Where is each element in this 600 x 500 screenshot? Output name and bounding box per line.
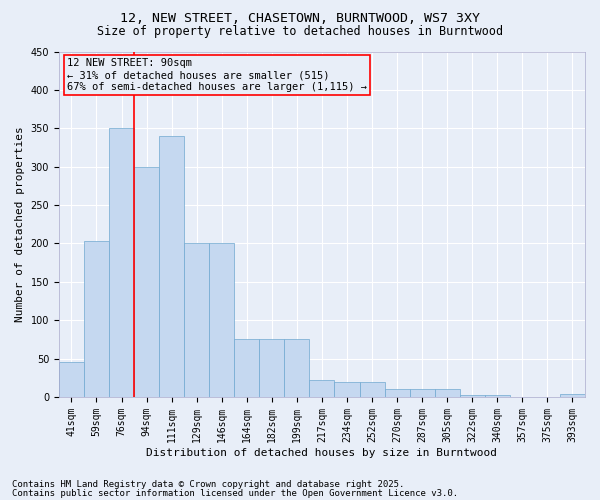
Bar — [184, 244, 209, 397]
Text: Size of property relative to detached houses in Burntwood: Size of property relative to detached ho… — [97, 25, 503, 38]
Text: 12, NEW STREET, CHASETOWN, BURNTWOOD, WS7 3XY: 12, NEW STREET, CHASETOWN, BURNTWOOD, WS… — [120, 12, 480, 26]
Bar — [560, 394, 585, 397]
Bar — [134, 166, 159, 397]
X-axis label: Distribution of detached houses by size in Burntwood: Distribution of detached houses by size … — [146, 448, 497, 458]
Y-axis label: Number of detached properties: Number of detached properties — [15, 126, 25, 322]
Bar — [410, 390, 434, 397]
Bar — [109, 128, 134, 397]
Bar — [460, 394, 485, 397]
Bar — [284, 340, 310, 397]
Bar — [234, 340, 259, 397]
Text: Contains public sector information licensed under the Open Government Licence v3: Contains public sector information licen… — [12, 489, 458, 498]
Text: Contains HM Land Registry data © Crown copyright and database right 2025.: Contains HM Land Registry data © Crown c… — [12, 480, 404, 489]
Bar — [334, 382, 359, 397]
Bar — [84, 241, 109, 397]
Bar — [385, 390, 410, 397]
Bar — [59, 362, 84, 397]
Bar — [310, 380, 334, 397]
Bar — [485, 394, 510, 397]
Bar — [434, 390, 460, 397]
Text: 12 NEW STREET: 90sqm
← 31% of detached houses are smaller (515)
67% of semi-deta: 12 NEW STREET: 90sqm ← 31% of detached h… — [67, 58, 367, 92]
Bar — [259, 340, 284, 397]
Bar — [209, 244, 234, 397]
Bar — [159, 136, 184, 397]
Bar — [359, 382, 385, 397]
